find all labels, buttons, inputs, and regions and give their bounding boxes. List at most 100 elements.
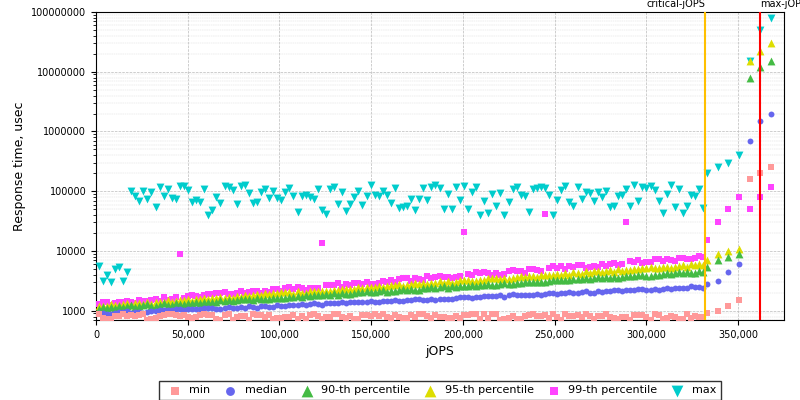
99-th percentile xyxy=(101,298,114,305)
99-th percentile xyxy=(518,270,531,276)
90-th percentile xyxy=(526,279,539,285)
90-th percentile xyxy=(595,275,608,282)
99-th percentile xyxy=(754,194,767,200)
median xyxy=(551,290,564,297)
max xyxy=(648,186,661,193)
max xyxy=(397,203,410,210)
95-th percentile xyxy=(299,289,312,296)
99-th percentile xyxy=(466,272,478,279)
min xyxy=(267,316,280,322)
99-th percentile xyxy=(608,260,621,266)
90-th percentile xyxy=(145,303,158,309)
median xyxy=(271,302,284,308)
min xyxy=(162,311,174,318)
median xyxy=(454,294,466,300)
99-th percentile xyxy=(640,259,653,265)
min xyxy=(328,311,341,318)
median xyxy=(486,292,498,299)
min xyxy=(405,312,418,318)
90-th percentile xyxy=(673,269,686,276)
90-th percentile xyxy=(620,273,633,279)
min xyxy=(466,311,478,318)
99-th percentile xyxy=(133,297,146,304)
median xyxy=(307,300,320,306)
median xyxy=(149,308,162,314)
90-th percentile xyxy=(214,297,227,303)
99-th percentile xyxy=(275,288,288,294)
90-th percentile xyxy=(405,286,418,292)
min xyxy=(595,312,608,319)
95-th percentile xyxy=(538,272,551,279)
95-th percentile xyxy=(433,278,446,285)
max xyxy=(117,278,130,284)
90-th percentile xyxy=(514,280,527,286)
median xyxy=(154,307,166,314)
95-th percentile xyxy=(526,273,539,280)
99-th percentile xyxy=(733,194,746,200)
max xyxy=(616,192,629,199)
max xyxy=(393,205,406,212)
median xyxy=(506,291,519,298)
99-th percentile xyxy=(170,294,182,300)
90-th percentile xyxy=(372,288,385,294)
max xyxy=(105,279,118,285)
95-th percentile xyxy=(442,278,454,284)
99-th percentile xyxy=(405,278,418,285)
90-th percentile xyxy=(685,270,698,277)
95-th percentile xyxy=(194,296,206,302)
min xyxy=(689,313,702,319)
95-th percentile xyxy=(559,270,572,276)
99-th percentile xyxy=(458,229,470,236)
90-th percentile xyxy=(389,288,402,294)
90-th percentile xyxy=(328,290,341,297)
95-th percentile xyxy=(425,280,438,286)
95-th percentile xyxy=(502,276,515,282)
median xyxy=(381,298,394,304)
median xyxy=(291,302,304,308)
90-th percentile xyxy=(429,285,442,291)
90-th percentile xyxy=(242,296,255,302)
95-th percentile xyxy=(743,58,756,64)
99-th percentile xyxy=(490,270,502,277)
max xyxy=(145,189,158,195)
95-th percentile xyxy=(129,300,142,306)
median xyxy=(458,294,470,300)
min xyxy=(409,313,422,320)
95-th percentile xyxy=(186,298,198,304)
99-th percentile xyxy=(450,274,462,280)
max xyxy=(376,188,389,194)
95-th percentile xyxy=(238,292,251,298)
99-th percentile xyxy=(158,294,170,300)
90-th percentile xyxy=(194,300,206,306)
90-th percentile xyxy=(482,281,494,288)
90-th percentile xyxy=(754,64,767,70)
median xyxy=(636,286,649,292)
min xyxy=(612,316,625,322)
95-th percentile xyxy=(409,280,422,286)
min xyxy=(178,312,190,318)
median xyxy=(685,283,698,290)
90-th percentile xyxy=(141,301,154,308)
median xyxy=(393,298,406,304)
99-th percentile xyxy=(433,273,446,280)
min xyxy=(534,313,547,319)
90-th percentile xyxy=(743,74,756,81)
90-th percentile xyxy=(254,296,267,302)
95-th percentile xyxy=(656,264,669,270)
99-th percentile xyxy=(502,268,515,274)
min xyxy=(336,314,349,320)
90-th percentile xyxy=(417,285,430,292)
99-th percentile xyxy=(117,298,130,305)
max xyxy=(162,186,174,192)
90-th percentile xyxy=(271,295,284,302)
median xyxy=(743,138,756,144)
95-th percentile xyxy=(170,298,182,304)
95-th percentile xyxy=(340,286,353,293)
95-th percentile xyxy=(693,260,706,267)
95-th percentile xyxy=(506,275,519,282)
median xyxy=(421,296,434,303)
min xyxy=(685,315,698,321)
max xyxy=(218,183,231,189)
median xyxy=(190,306,202,312)
median xyxy=(656,285,669,292)
